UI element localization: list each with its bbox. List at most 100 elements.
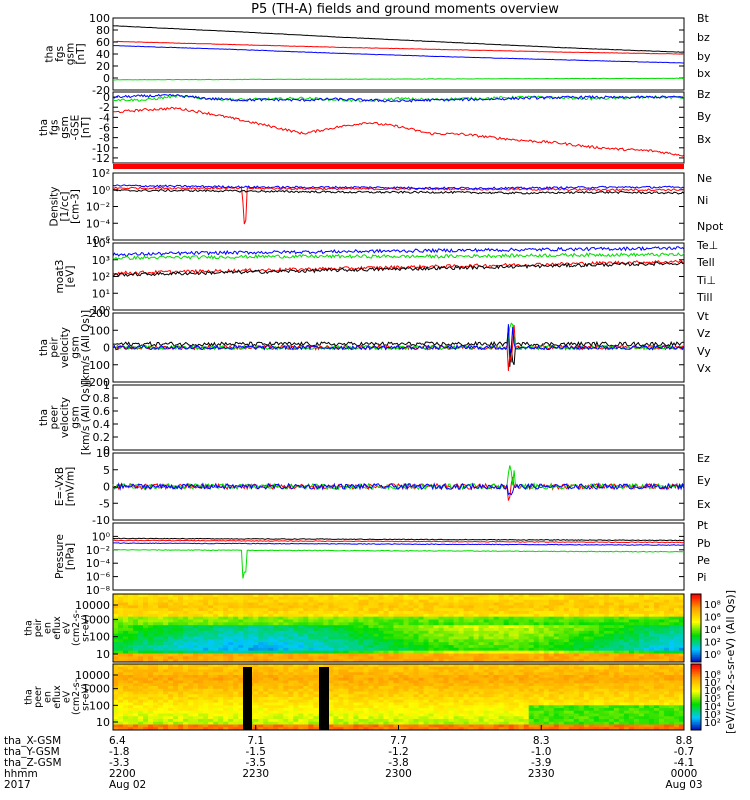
y-tick-label: 20 bbox=[96, 60, 110, 73]
y-axis-label: [km/s (All Qs)] bbox=[80, 310, 92, 385]
y-axis-label: [mV/m] bbox=[64, 467, 76, 506]
colorbar-segment bbox=[691, 628, 701, 631]
data-gap-bar bbox=[319, 667, 329, 730]
series-line-Pi bbox=[112, 542, 685, 546]
y-axis-label: sr-eV) bbox=[81, 614, 92, 642]
y-tick-label: 10⁻⁴ bbox=[86, 557, 111, 570]
y-axis-label: peer bbox=[33, 686, 44, 708]
colorbar-segment bbox=[691, 634, 701, 637]
y-axis-label: en bbox=[43, 622, 54, 634]
colorbar-segment bbox=[691, 594, 701, 597]
y-tick-label: 1000 bbox=[82, 613, 110, 626]
legend-label: Ey bbox=[697, 474, 711, 487]
colorbar-segment bbox=[691, 687, 701, 690]
x-tick-xgsm: 8.3 bbox=[533, 735, 550, 747]
panel-p7: 10 5 0 -5 -10 E=-VxB[mV/m] Ez Ey Ex bbox=[54, 447, 711, 527]
y-axis-label: tha bbox=[38, 339, 50, 356]
x-tick-xgsm: 8.8 bbox=[676, 735, 693, 747]
series-line-Te⊥ bbox=[112, 259, 685, 276]
colorbar-segment bbox=[691, 609, 701, 612]
x-axis: tha_X-GSMtha_Y-GSMtha_Z-GSMhhmm20176.4-1… bbox=[4, 725, 703, 791]
y-axis-label: eV bbox=[62, 690, 73, 703]
colorbar-segment bbox=[691, 624, 701, 627]
y-axis-label: [km/s (All Qs)] bbox=[80, 380, 92, 455]
legend-label: Vt bbox=[697, 310, 710, 323]
x-tick-xgsm: 6.4 bbox=[109, 735, 126, 747]
colorbar-segment bbox=[691, 607, 701, 610]
series-line-Ex bbox=[112, 482, 685, 496]
y-tick-label: 10000 bbox=[75, 669, 110, 682]
y-tick-label: -6 bbox=[99, 122, 110, 135]
x-tick-zgsm: -4.1 bbox=[674, 757, 695, 769]
colorbar-segment bbox=[691, 619, 701, 622]
y-axis-label: tha bbox=[43, 45, 55, 62]
colorbar-tick-label: 10⁷ bbox=[704, 678, 721, 689]
y-tick-label: 0 bbox=[103, 444, 110, 457]
legend-label: Ti⊥ bbox=[696, 274, 716, 287]
series-line-Ey bbox=[112, 465, 685, 491]
colorbar-segment bbox=[691, 672, 701, 675]
series-line-Tell bbox=[112, 261, 685, 278]
spectrogram-cells bbox=[113, 594, 685, 663]
y-axis-label: eflux bbox=[52, 616, 63, 640]
legend-label: Vy bbox=[697, 345, 711, 358]
y-axis-label: [eV] bbox=[64, 266, 76, 288]
colorbar-segment bbox=[691, 595, 701, 598]
panel-frame bbox=[112, 522, 685, 591]
colorbar-segment bbox=[691, 621, 701, 624]
legend-label: Ez bbox=[697, 452, 710, 465]
legend-label: Bx bbox=[697, 133, 712, 146]
y-tick-label: -10 bbox=[92, 514, 110, 527]
legend-label: Till bbox=[696, 291, 713, 304]
x-tick-hhmm: 2200 bbox=[109, 768, 136, 780]
colorbar-frame bbox=[690, 593, 702, 663]
y-tick-label: 10⁻² bbox=[86, 544, 110, 557]
colorbar-segment bbox=[691, 705, 701, 708]
colorbar-segment bbox=[691, 690, 701, 693]
colorbar-segment bbox=[691, 726, 701, 729]
y-tick-label: -4 bbox=[99, 111, 110, 124]
colorbar-segment bbox=[691, 650, 701, 653]
colorbar-segment bbox=[691, 658, 701, 661]
colorbar-tick-label: 10² bbox=[704, 718, 721, 729]
colorbar-segment bbox=[691, 685, 701, 688]
y-tick-label: -12 bbox=[92, 152, 110, 165]
colorbar-tick-label: 10⁸ bbox=[704, 600, 721, 611]
colorbar-segment bbox=[691, 639, 701, 643]
colorbar-segment bbox=[691, 675, 701, 678]
y-tick-label: 10⁴ bbox=[92, 237, 111, 250]
y-tick-label: 10 bbox=[96, 447, 110, 460]
series-line-Pe bbox=[112, 549, 685, 579]
colorbar-segment bbox=[691, 693, 701, 696]
y-tick-label: 10² bbox=[92, 271, 110, 284]
y-tick-label: 0 bbox=[103, 481, 110, 494]
series-line-Vx bbox=[112, 324, 685, 354]
colorbar-segment bbox=[691, 682, 701, 685]
y-tick-label: 0.6 bbox=[93, 405, 111, 418]
y-tick-label: 10⁰ bbox=[92, 184, 111, 197]
colorbar-segment bbox=[691, 612, 701, 615]
colorbar-segment bbox=[691, 708, 701, 711]
legend-label: Ex bbox=[697, 498, 711, 511]
colorbar-segment bbox=[691, 701, 701, 705]
series-line-Pt bbox=[112, 537, 685, 542]
y-tick-label: 10⁻² bbox=[86, 201, 110, 214]
colorbar-segment bbox=[691, 673, 701, 677]
legend-label: Bt bbox=[697, 12, 710, 25]
y-tick-label: -2 bbox=[99, 101, 110, 114]
y-axis-label: tha bbox=[24, 689, 35, 705]
y-tick-label: -10 bbox=[92, 142, 110, 155]
series-line-Vt bbox=[113, 327, 684, 367]
y-tick-label: 1000 bbox=[82, 683, 110, 696]
legend-label: Vx bbox=[697, 362, 712, 375]
colorbar-segment bbox=[691, 655, 701, 658]
legend-label: Tell bbox=[696, 256, 715, 269]
colorbar-segment bbox=[691, 716, 701, 719]
y-tick-label: 10 bbox=[96, 716, 110, 729]
y-tick-label: 100 bbox=[89, 631, 110, 644]
